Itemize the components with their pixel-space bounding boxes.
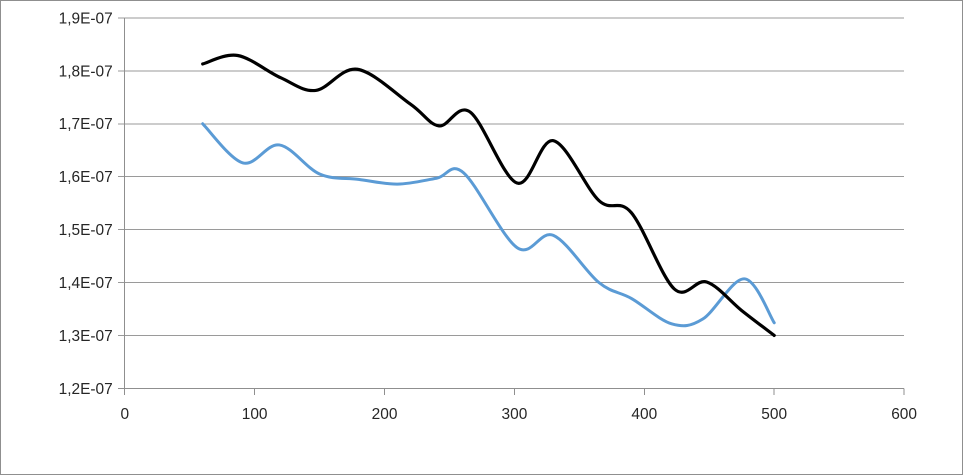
series-line-blue [201, 122, 776, 328]
x-tick-label: 200 [372, 406, 398, 423]
series-line-black [201, 53, 776, 338]
x-tick-label: 300 [502, 406, 528, 423]
y-tick-label: 1,5E-07 [59, 222, 113, 239]
y-tick-label: 1,4E-07 [59, 275, 113, 292]
y-tick-label: 1,7E-07 [59, 116, 113, 133]
x-tick-label: 0 [120, 406, 129, 423]
y-tick-label: 1,8E-07 [59, 63, 113, 80]
y-tick-label: 1,2E-07 [59, 381, 113, 398]
x-tick-label: 100 [242, 406, 268, 423]
x-tick-label: 500 [761, 406, 787, 423]
x-tick-label: 600 [891, 406, 917, 423]
y-tick-label: 1,9E-07 [59, 10, 113, 27]
y-tick-label: 1,3E-07 [59, 328, 113, 345]
x-tick-label: 400 [631, 406, 657, 423]
y-tick-label: 1,6E-07 [59, 169, 113, 186]
